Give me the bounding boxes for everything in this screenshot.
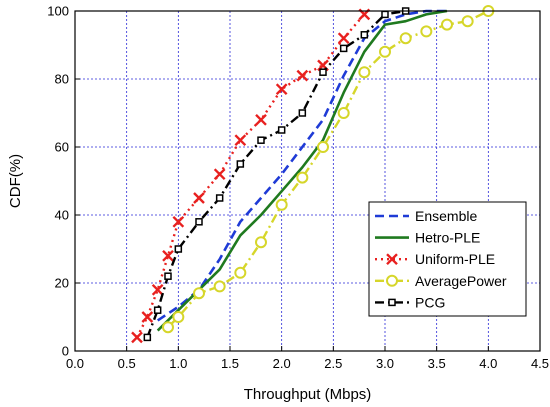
data-point-pcg [174, 245, 183, 253]
legend-label: Uniform-PLE [415, 251, 495, 267]
series-line-uniform-ple [135, 13, 366, 338]
data-point-pcg [143, 333, 152, 342]
axis-ticks: 0.0 0.5 1.0 1.5 2.0 2.5 3.0 3.5 4.0 4.5 0 20 40 60 80 1… [47, 4, 549, 372]
series-uniform-ple [131, 8, 371, 344]
data-point-uniform-ple [172, 215, 185, 228]
legend-marker [386, 253, 398, 266]
x-tick-label: 3.0 [376, 356, 394, 371]
legend-label: AveragePower [415, 273, 507, 289]
data-point-pcg [298, 109, 307, 117]
data-point-uniform-ple [275, 83, 288, 96]
data-point-pcg [277, 126, 286, 134]
data-point-pcg [381, 10, 389, 19]
data-point-averagepower [296, 171, 309, 184]
series-averagepower [162, 5, 495, 334]
data-point-averagepower [255, 236, 267, 249]
x-tick-label: 2.0 [273, 356, 291, 371]
data-point-uniform-ple [234, 134, 247, 147]
x-tick-label: 1.0 [169, 356, 187, 371]
y-axis-title: CDF(%) [7, 154, 24, 208]
data-point-uniform-ple [193, 192, 205, 204]
data-point-pcg [215, 194, 224, 202]
y-tick-label: 60 [55, 140, 69, 155]
legend-item-ensemble: Ensemble [375, 208, 477, 224]
x-tick-label: 4.0 [479, 356, 497, 371]
data-point-pcg [164, 272, 172, 280]
data-point-pcg [319, 68, 327, 76]
legend-label: PCG [415, 294, 445, 310]
x-tick-label: 3.5 [428, 356, 446, 371]
series-lines [131, 5, 495, 344]
series-line-pcg [146, 9, 406, 338]
data-point-averagepower [162, 321, 174, 334]
data-point-pcg [360, 31, 369, 39]
data-point-uniform-ple [162, 249, 174, 262]
legend-label: Hetro-PLE [415, 230, 480, 246]
data-point-pcg [339, 44, 348, 53]
data-point-uniform-ple [131, 331, 143, 344]
data-point-pcg [153, 306, 162, 314]
x-tick-label: 4.5 [531, 356, 549, 371]
data-point-uniform-ple [151, 283, 164, 296]
legend-item-uniform-ple: Uniform-PLE [375, 251, 495, 267]
series-line-hetro-ple [156, 9, 448, 332]
data-point-averagepower [379, 45, 391, 58]
data-point-uniform-ple [337, 32, 350, 45]
legend-marker [388, 298, 396, 307]
data-point-uniform-ple [255, 113, 267, 126]
data-point-averagepower [317, 141, 329, 153]
series-hetro-ple [156, 9, 448, 332]
data-point-averagepower [337, 107, 350, 119]
data-point-averagepower [399, 32, 412, 45]
data-point-uniform-ple [213, 168, 226, 181]
series-ensemble [156, 9, 447, 322]
legend-marker [386, 274, 398, 287]
legend-item-averagepower: AveragePower [375, 273, 507, 289]
plot-frame [74, 10, 541, 352]
series-line-averagepower [167, 9, 489, 329]
data-point-pcg [236, 160, 245, 168]
y-tick-label: 20 [55, 276, 69, 291]
x-tick-label: 1.5 [221, 356, 239, 371]
data-point-averagepower [213, 280, 226, 293]
x-tick-label: 0.0 [66, 356, 84, 371]
data-point-averagepower [234, 266, 247, 279]
data-point-pcg [257, 136, 265, 144]
legend-box [368, 201, 527, 317]
data-point-averagepower [420, 25, 433, 38]
data-point-averagepower [358, 66, 371, 79]
y-tick-label: 100 [47, 4, 69, 19]
y-tick-label: 0 [62, 344, 69, 359]
data-point-averagepower [461, 15, 474, 28]
x-tick-label: 2.5 [324, 356, 342, 371]
legend-item-hetro-ple: Hetro-PLE [375, 230, 480, 246]
legend-item-pcg: PCG [375, 294, 445, 310]
data-point-uniform-ple [141, 311, 154, 323]
data-point-uniform-ple [296, 69, 309, 82]
legend: Ensemble Hetro-PLE Uniform-PLE AveragePower… [368, 201, 527, 317]
data-point-pcg [195, 218, 203, 226]
data-point-averagepower [441, 18, 453, 31]
series-pcg [143, 7, 410, 342]
y-tick-label: 40 [55, 208, 69, 223]
y-tick-label: 80 [55, 72, 69, 87]
series-line-ensemble [156, 9, 447, 322]
x-tick-label: 0.5 [118, 356, 136, 371]
data-point-averagepower [172, 311, 185, 323]
data-point-averagepower [193, 287, 205, 300]
legend-label: Ensemble [415, 208, 477, 224]
x-axis-title: Throughput (Mbps) [244, 386, 372, 403]
data-point-averagepower [275, 198, 288, 211]
